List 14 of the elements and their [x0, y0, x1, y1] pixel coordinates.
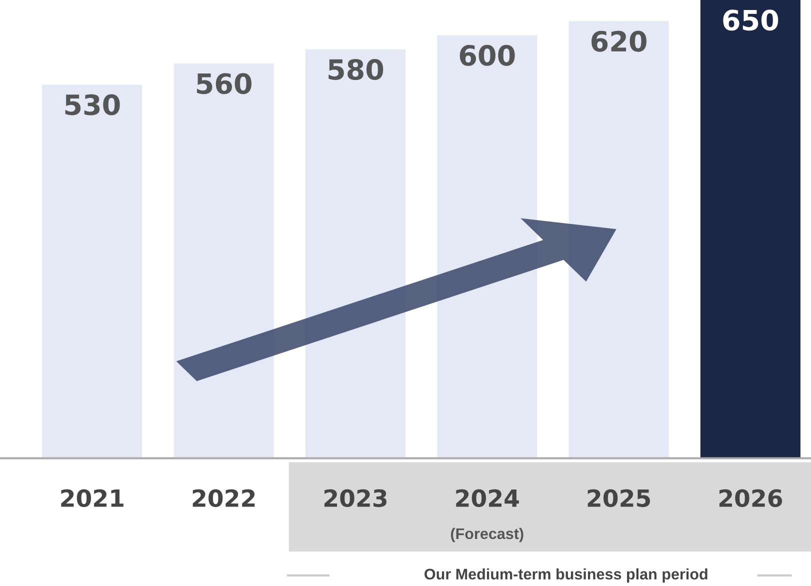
x-tick-label: 2023 — [324, 489, 386, 508]
x-tick-label: 2022 — [192, 489, 255, 508]
x-tick-label: 2021 — [61, 489, 124, 508]
data-label: 530 — [65, 94, 120, 116]
data-label: 580 — [328, 59, 384, 80]
data-label: 560 — [196, 73, 252, 94]
x-tick-label: 2025 — [588, 489, 650, 508]
text: (Forecast) — [450, 528, 524, 542]
data-label: 620 — [592, 30, 646, 52]
text: Our Medium-term business plan period — [424, 568, 708, 583]
x-tick-label: 2024 — [456, 489, 519, 508]
x-tick-label: 2026 — [719, 489, 782, 508]
data-label: 650 — [723, 10, 778, 31]
data-label: 600 — [460, 44, 515, 66]
